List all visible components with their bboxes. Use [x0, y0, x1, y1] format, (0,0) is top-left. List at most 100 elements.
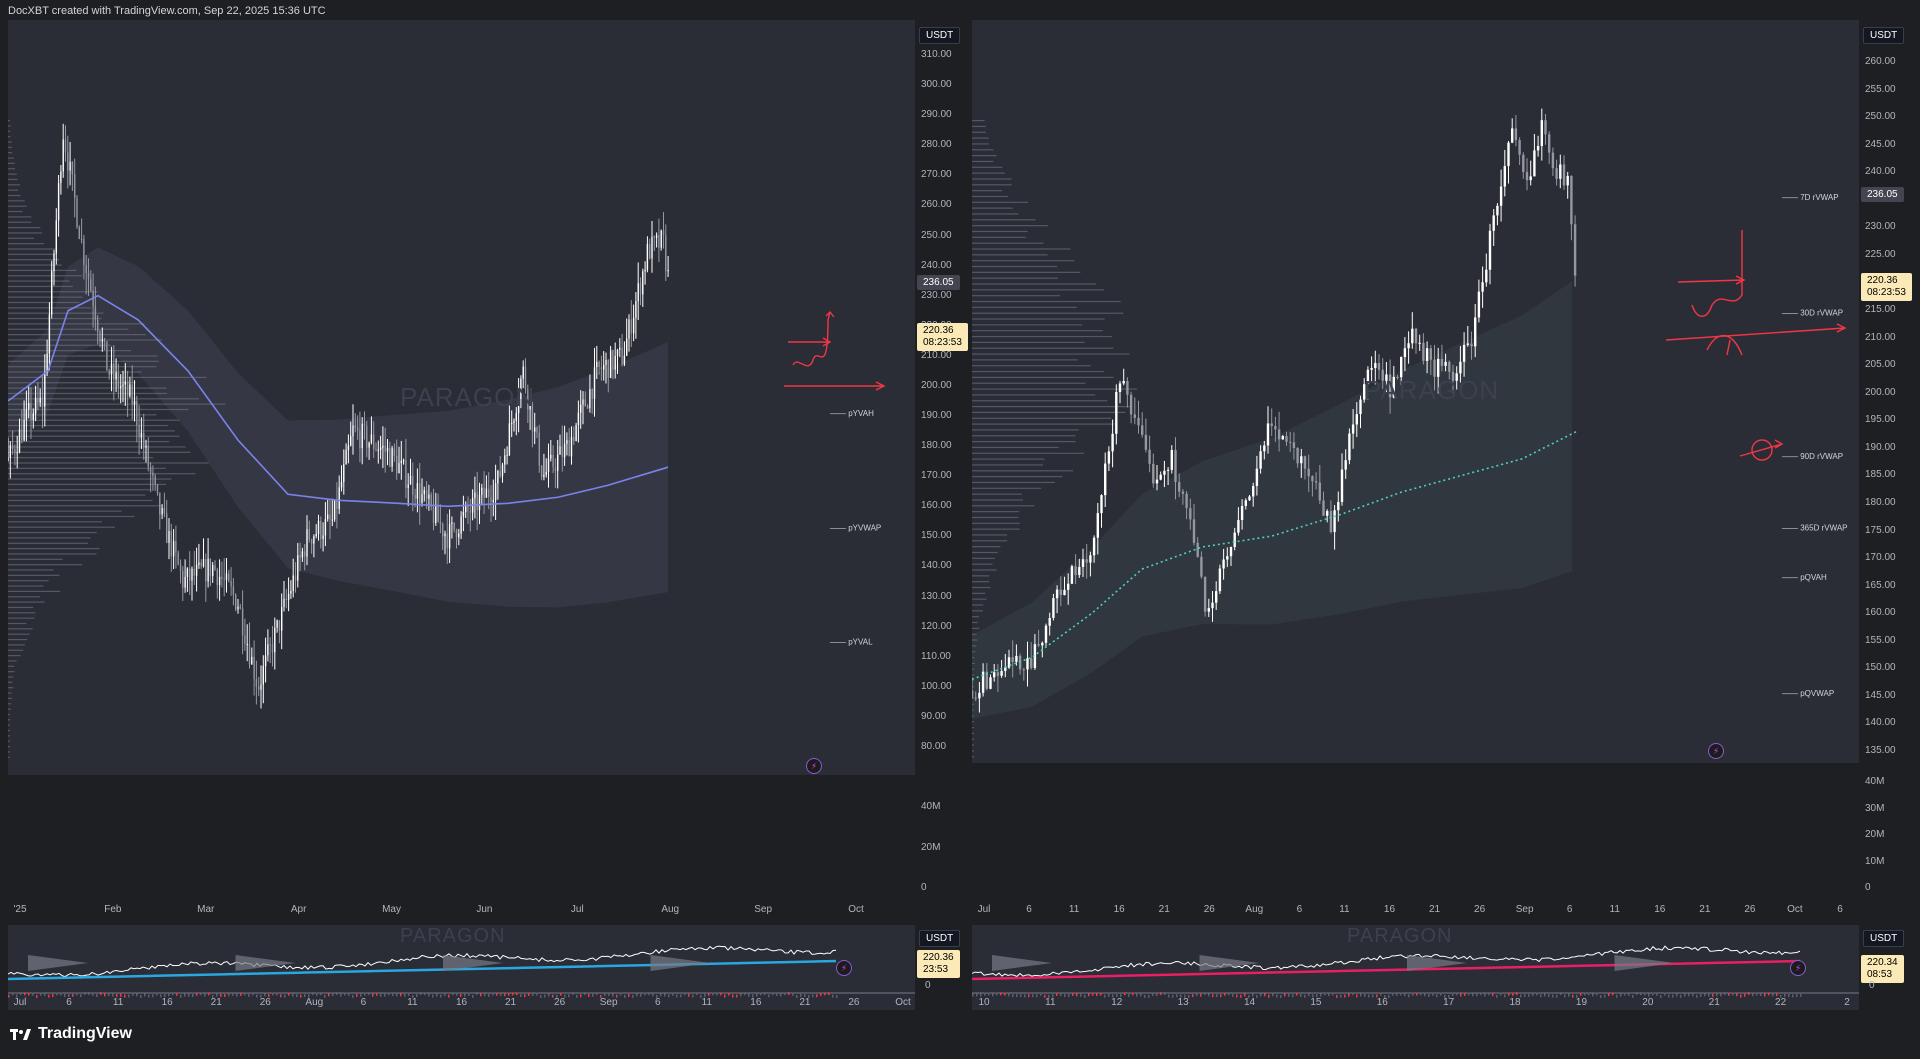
currency-badge[interactable]: USDT [919, 27, 961, 44]
currency-badge[interactable]: USDT [1863, 930, 1905, 947]
mini-volume-bar [236, 993, 238, 997]
candle-body [1104, 463, 1107, 496]
candle-body [108, 370, 110, 375]
left-chart-svg[interactable]: —— pYVAH —— pYVWAP —— pYVAL [8, 20, 915, 775]
volume-profile-row [972, 376, 1114, 378]
volume-profile-row [8, 408, 189, 411]
mini-volume-bar [364, 992, 366, 996]
level-label-1: —— 30D rVWAP [1782, 309, 1843, 318]
left-price-pane[interactable]: —— pYVAH —— pYVWAP —— pYVAL PARAGON ⚡ [8, 20, 915, 775]
lightning-icon[interactable]: ⚡ [806, 758, 822, 774]
candle-body [214, 565, 216, 570]
mini-volume-bar [1168, 994, 1170, 998]
time-tick-19: 6 [1837, 904, 1843, 915]
mini-volume-bar [1024, 994, 1026, 998]
mini-volume-bar [176, 992, 178, 996]
mini-volume-bar [388, 992, 390, 996]
right-mini-svg[interactable] [972, 925, 1859, 1010]
left-mini-svg[interactable] [8, 925, 915, 1010]
volume-profile-row [8, 644, 26, 646]
candle-body [409, 475, 412, 485]
candle-body [1122, 381, 1125, 384]
candle-body [343, 464, 345, 483]
mini-volume-bar [1672, 994, 1674, 998]
candle-body [379, 447, 382, 450]
candle-body [513, 420, 515, 423]
mini-volume-bar [1780, 994, 1782, 998]
time-tick-7: 6 [1296, 904, 1303, 915]
candle-body [1503, 166, 1506, 187]
candle-body [619, 347, 621, 350]
volume-profile-row [8, 671, 15, 673]
volume-profile-row [972, 149, 994, 151]
left-time-axis[interactable]: '25 Feb Mar Apr May Jun Jul Aug Sep Oct [8, 900, 915, 920]
volume-profile-row [972, 610, 984, 612]
mini-volume-bar [1092, 992, 1094, 996]
mini-volume-bar [1800, 993, 1802, 997]
candle-body [133, 400, 136, 405]
candle-body [143, 432, 145, 448]
candle-body [327, 514, 329, 520]
candle-body [1026, 658, 1029, 670]
mini-volume-bar [796, 994, 798, 998]
mini-volume-bar [728, 992, 730, 996]
candle-body [1155, 479, 1159, 484]
candle-body [260, 684, 262, 690]
volume-profile-row [972, 137, 989, 139]
annotation-0 [788, 337, 832, 347]
price-tick-23: 145.00 [1865, 689, 1896, 701]
mini-volume-bar [1504, 994, 1506, 998]
mini-volume-bar [32, 992, 34, 996]
volume-profile-row [8, 542, 88, 544]
lightning-icon[interactable]: ⚡ [1708, 743, 1724, 759]
left-mini-time-axis[interactable]: Jul 6 11 16 21 26 Aug 6 11 16 21 26 Sep 6 11 16 21 26 Oct [8, 993, 915, 1011]
candle-body [1196, 542, 1199, 557]
time-tick-13: 2 [1844, 997, 1850, 1008]
mini-volume-bar [668, 994, 670, 998]
mini-volume-bar [1064, 994, 1066, 998]
mini-volume-bar [752, 994, 754, 998]
candle-body [1363, 384, 1366, 400]
currency-badge[interactable]: USDT [919, 930, 961, 947]
left-mini-pane[interactable]: PARAGON ⚡ [8, 925, 915, 1010]
candle-body [124, 381, 126, 385]
mini-volume-bar [1240, 994, 1242, 998]
level-label-5: —— pQVWAP [1782, 689, 1834, 698]
volume-profile-row [8, 435, 180, 437]
mini-volume-bar [360, 993, 362, 997]
tradingview-logo[interactable]: TradingView [10, 1025, 132, 1043]
volume-profile-row [8, 606, 34, 609]
price-tick-22: 150.00 [1865, 662, 1896, 674]
candle-body [1215, 591, 1218, 603]
right-mini-pane[interactable]: PARAGON ⚡ [972, 925, 1859, 1010]
right-price-pane[interactable]: —— 7D rVWAP —— 30D rVWAP —— 90D rVWAP —— 36… [972, 20, 1859, 763]
volume-profile-row [8, 515, 135, 518]
price-tick-6: 250.00 [921, 229, 952, 241]
candle-body [517, 399, 520, 414]
mini-volume-bar [1076, 993, 1078, 997]
volume-profile-row [8, 130, 11, 132]
candle-body [1485, 269, 1488, 283]
volume-profile-row [972, 254, 1048, 256]
left-price-scale[interactable]: 310.00 300.00 290.00 280.00 270.00 260.00 250.… [915, 20, 968, 920]
mini-volume-bar [748, 993, 750, 997]
right-time-axis[interactable]: Jul 6 11 16 21 26 Aug 6 11 16 21 26 Sep 6 11 16 21 26 Oct 6 [972, 900, 1859, 920]
candle-body [232, 586, 235, 595]
mini-volume-bar [544, 994, 546, 998]
right-price-scale[interactable]: 260.00255.00250.00245.00240.00235.00230.… [1859, 20, 1920, 920]
lightning-icon[interactable]: ⚡ [836, 960, 852, 976]
lightning-icon[interactable]: ⚡ [1790, 960, 1806, 976]
right-chart-svg[interactable]: —— 7D rVWAP —— 30D rVWAP —— 90D rVWAP —— 36… [972, 20, 1859, 763]
right-mini-time-axis[interactable]: 10 11 12 13 14 15 16 17 18 19 20 21 22 2 [972, 993, 1859, 1011]
currency-badge[interactable]: USDT [1863, 27, 1905, 44]
candle-body [499, 471, 501, 477]
mini-volume-bar [1128, 993, 1130, 997]
mini-volume-bar [476, 992, 478, 996]
volume-profile-row [8, 237, 35, 239]
mini-profile [1199, 955, 1260, 971]
volume-profile-row [8, 205, 27, 207]
mini-volume-bar [328, 993, 330, 997]
mini-volume-bar [812, 994, 814, 998]
candle-body [131, 384, 133, 405]
mini-volume-bar [412, 994, 414, 998]
